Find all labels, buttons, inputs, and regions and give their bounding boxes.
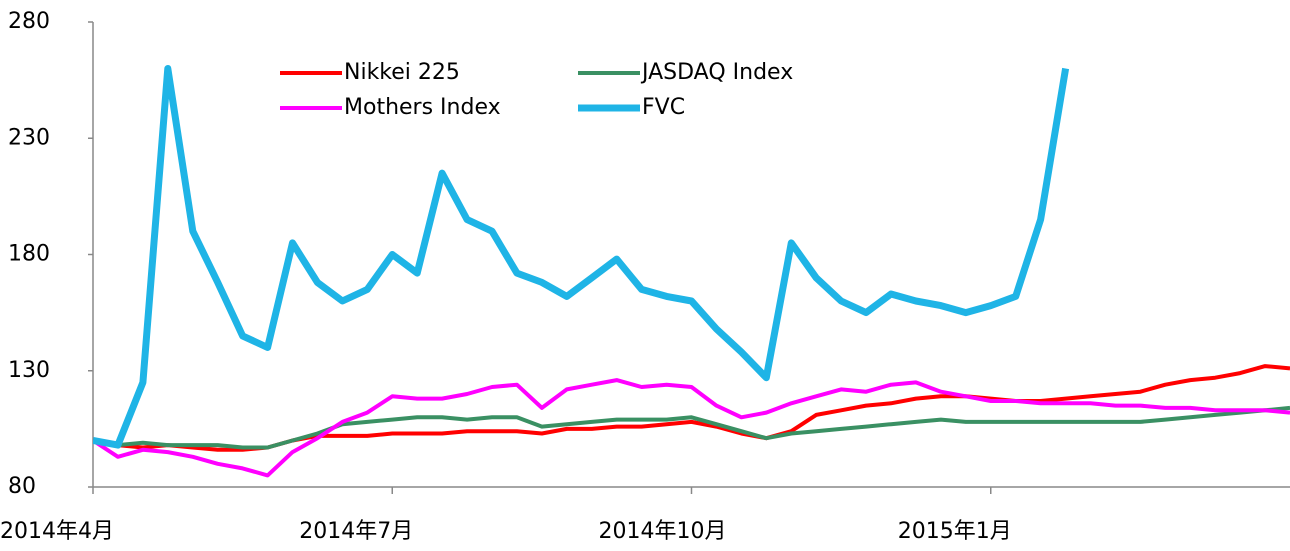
x-tick-label: 2014年4月 (0, 519, 114, 544)
series-line (93, 378, 1290, 478)
legend-label: Mothers Index (344, 95, 501, 120)
series-line (93, 364, 1290, 452)
y-tick-label: 230 (8, 125, 50, 150)
series-line (93, 405, 1290, 450)
legend-label: FVC (642, 95, 685, 120)
x-tick-label: 2014年10月 (599, 519, 727, 544)
y-tick-label: 180 (8, 242, 50, 267)
x-tick-label: 2015年1月 (898, 519, 1012, 544)
series-line (93, 65, 1070, 449)
legend-label: Nikkei 225 (344, 60, 460, 85)
legend-label: JASDAQ Index (640, 60, 793, 85)
y-tick-label: 80 (8, 474, 36, 499)
x-tick-label: 2014年7月 (299, 519, 413, 544)
plot-area (93, 65, 1290, 478)
y-tick-label: 130 (8, 358, 50, 383)
y-tick-label: 280 (8, 9, 50, 34)
